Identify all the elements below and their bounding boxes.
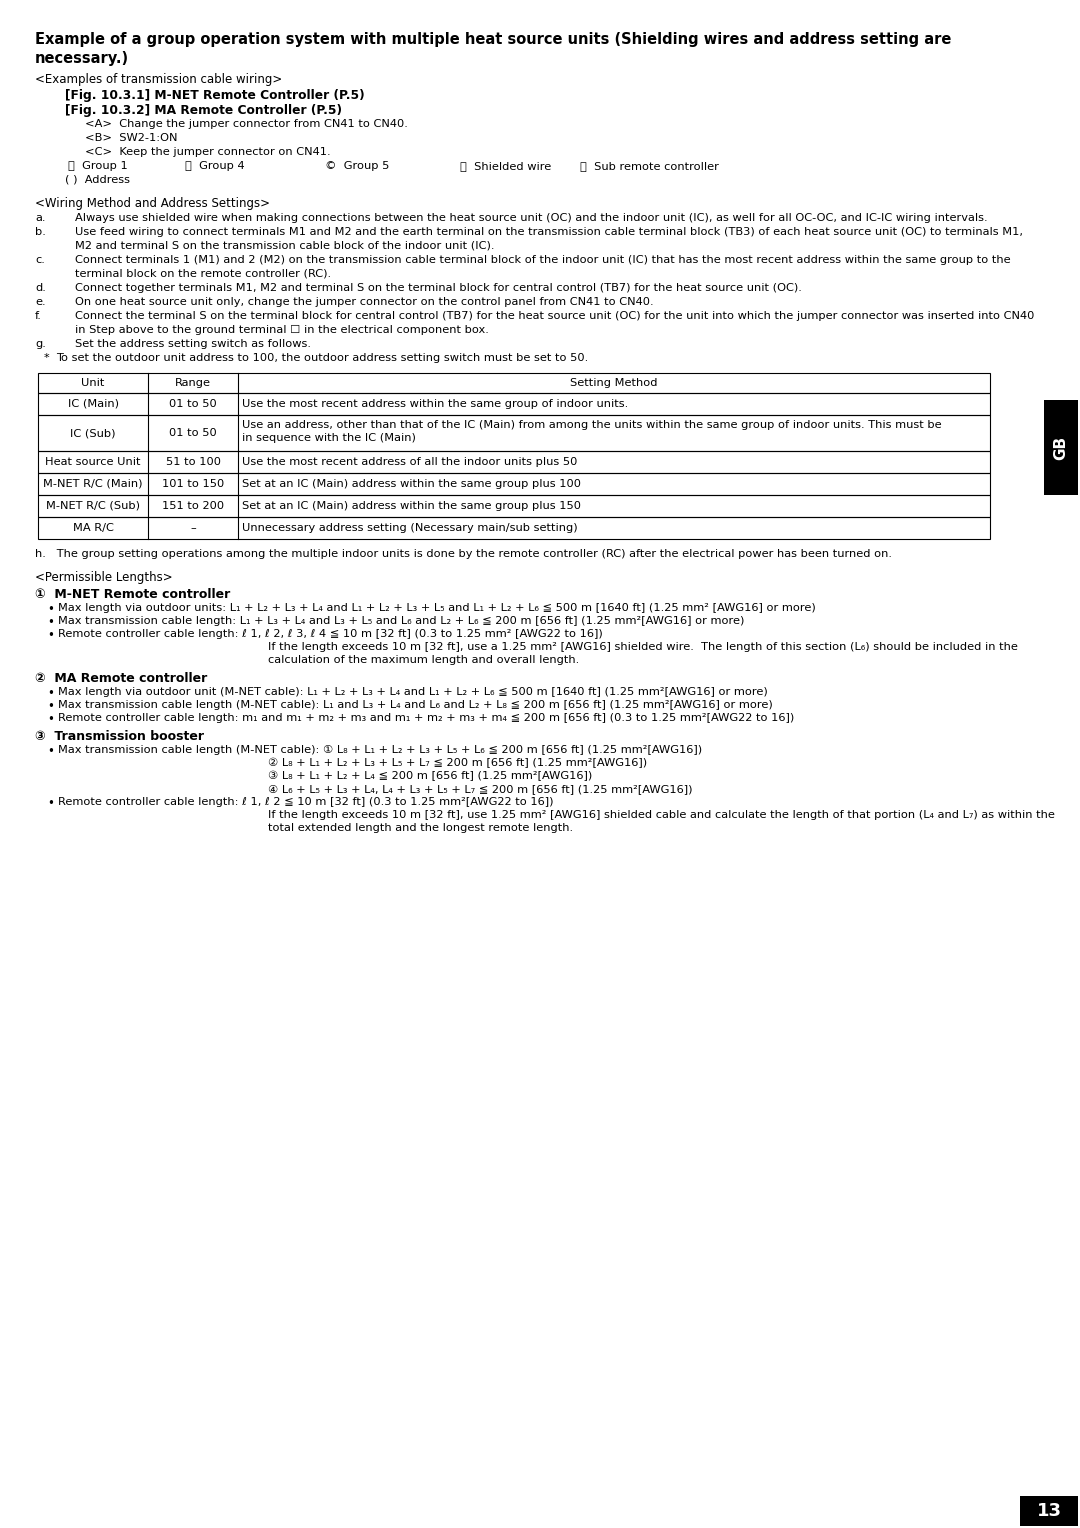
Text: •: •: [48, 604, 54, 616]
Text: •: •: [48, 714, 54, 726]
Text: Max length via outdoor unit (M-NET cable): L₁ + L₂ + L₃ + L₄ and L₁ + L₂ + L₆ ≦ : Max length via outdoor unit (M-NET cable…: [58, 688, 768, 697]
Text: ©  Group 5: © Group 5: [325, 160, 390, 171]
Text: in sequence with the IC (Main): in sequence with the IC (Main): [242, 432, 416, 443]
Text: –: –: [190, 523, 195, 533]
Text: ②  MA Remote controller: ② MA Remote controller: [35, 672, 207, 685]
Text: Set the address setting switch as follows.: Set the address setting switch as follow…: [75, 339, 311, 348]
Text: f.: f.: [35, 312, 42, 321]
Text: <C>  Keep the jumper connector on CN41.: <C> Keep the jumper connector on CN41.: [85, 147, 330, 157]
Text: Max transmission cable length (M-NET cable): L₁ and L₃ + L₄ and L₆ and L₂ + L₈ ≦: Max transmission cable length (M-NET cab…: [58, 700, 773, 711]
Text: Range: Range: [175, 377, 211, 388]
Text: 01 to 50: 01 to 50: [170, 428, 217, 439]
Text: calculation of the maximum length and overall length.: calculation of the maximum length and ov…: [268, 656, 579, 665]
Text: in Step above to the ground terminal ☐ in the electrical component box.: in Step above to the ground terminal ☐ i…: [75, 325, 489, 335]
Text: Heat source Unit: Heat source Unit: [45, 457, 140, 468]
Text: necessary.): necessary.): [35, 50, 130, 66]
Text: 01 to 50: 01 to 50: [170, 399, 217, 410]
Text: Use feed wiring to connect terminals M1 and M2 and the earth terminal on the tra: Use feed wiring to connect terminals M1 …: [75, 228, 1023, 237]
Text: •: •: [48, 616, 54, 630]
Text: [Fig. 10.3.1] M-NET Remote Controller (P.5): [Fig. 10.3.1] M-NET Remote Controller (P…: [65, 89, 365, 102]
Text: Use an address, other than that of the IC (Main) from among the units within the: Use an address, other than that of the I…: [242, 420, 942, 429]
Text: 13: 13: [1037, 1502, 1062, 1520]
Text: <Wiring Method and Address Settings>: <Wiring Method and Address Settings>: [35, 197, 270, 209]
Text: •: •: [48, 798, 54, 810]
Text: Connect terminals 1 (M1) and 2 (M2) on the transmission cable terminal block of : Connect terminals 1 (M1) and 2 (M2) on t…: [75, 255, 1011, 264]
Text: Set at an IC (Main) address within the same group plus 150: Set at an IC (Main) address within the s…: [242, 501, 581, 510]
Text: ④ L₆ + L₅ + L₃ + L₄, L₄ + L₃ + L₅ + L₇ ≦ 200 m [656 ft] (1.25 mm²[AWG16]): ④ L₆ + L₅ + L₃ + L₄, L₄ + L₃ + L₅ + L₇ ≦…: [268, 784, 692, 795]
Text: Set at an IC (Main) address within the same group plus 100: Set at an IC (Main) address within the s…: [242, 478, 581, 489]
Text: M-NET R/C (Sub): M-NET R/C (Sub): [46, 501, 140, 510]
Text: Connect the terminal S on the terminal block for central control (TB7) for the h: Connect the terminal S on the terminal b…: [75, 312, 1035, 321]
Bar: [1020, 1496, 1078, 1526]
Text: <Permissible Lengths>: <Permissible Lengths>: [35, 571, 173, 584]
Text: MA R/C: MA R/C: [72, 523, 113, 533]
Bar: [1044, 400, 1078, 495]
Text: Ⓑ  Group 4: Ⓑ Group 4: [185, 160, 245, 171]
Text: Remote controller cable length: m₁ and m₁ + m₂ + m₃ and m₁ + m₂ + m₃ + m₄ ≦ 200 : Remote controller cable length: m₁ and m…: [58, 714, 794, 723]
Text: ③  Transmission booster: ③ Transmission booster: [35, 730, 204, 743]
Text: Connect together terminals M1, M2 and terminal S on the terminal block for centr: Connect together terminals M1, M2 and te…: [75, 283, 801, 293]
Text: IC (Main): IC (Main): [67, 399, 119, 410]
Bar: [38, 416, 990, 451]
Text: ( )  Address: ( ) Address: [65, 176, 130, 185]
Text: M-NET R/C (Main): M-NET R/C (Main): [43, 478, 143, 489]
Text: 51 to 100: 51 to 100: [165, 457, 220, 468]
Text: To set the outdoor unit address to 100, the outdoor address setting switch must : To set the outdoor unit address to 100, …: [56, 353, 589, 364]
Text: Max transmission cable length (M-NET cable): ① L₈ + L₁ + L₂ + L₃ + L₅ + L₆ ≦ 200: Max transmission cable length (M-NET cab…: [58, 746, 702, 755]
Text: b.: b.: [35, 228, 45, 237]
Text: Example of a group operation system with multiple heat source units (Shielding w: Example of a group operation system with…: [35, 32, 951, 47]
Text: e.: e.: [35, 296, 45, 307]
Text: •: •: [48, 688, 54, 700]
Text: 101 to 150: 101 to 150: [162, 478, 225, 489]
Text: Use the most recent address of all the indoor units plus 50: Use the most recent address of all the i…: [242, 457, 578, 468]
Text: •: •: [48, 700, 54, 714]
Text: Remote controller cable length: ℓ 1, ℓ 2, ℓ 3, ℓ 4 ≦ 10 m [32 ft] (0.3 to 1.25 m: Remote controller cable length: ℓ 1, ℓ 2…: [58, 630, 603, 639]
Text: ③ L₈ + L₁ + L₂ + L₄ ≦ 200 m [656 ft] (1.25 mm²[AWG16]): ③ L₈ + L₁ + L₂ + L₄ ≦ 200 m [656 ft] (1.…: [268, 772, 592, 781]
Bar: [38, 474, 990, 495]
Text: Unnecessary address setting (Necessary main/sub setting): Unnecessary address setting (Necessary m…: [242, 523, 578, 533]
Text: 151 to 200: 151 to 200: [162, 501, 224, 510]
Text: ①  M-NET Remote controller: ① M-NET Remote controller: [35, 588, 230, 601]
Text: *: *: [44, 353, 50, 364]
Text: Use the most recent address within the same group of indoor units.: Use the most recent address within the s…: [242, 399, 629, 410]
Text: terminal block on the remote controller (RC).: terminal block on the remote controller …: [75, 269, 332, 280]
Text: If the length exceeds 10 m [32 ft], use a 1.25 mm² [AWG16] shielded wire.  The l: If the length exceeds 10 m [32 ft], use …: [268, 642, 1017, 652]
Text: ② L₈ + L₁ + L₂ + L₃ + L₅ + L₇ ≦ 200 m [656 ft] (1.25 mm²[AWG16]): ② L₈ + L₁ + L₂ + L₃ + L₅ + L₇ ≦ 200 m [6…: [268, 758, 647, 769]
Text: Remote controller cable length: ℓ 1, ℓ 2 ≦ 10 m [32 ft] (0.3 to 1.25 mm²[AWG22 t: Remote controller cable length: ℓ 1, ℓ 2…: [58, 798, 554, 807]
Text: Unit: Unit: [81, 377, 105, 388]
Bar: [38, 451, 990, 474]
Text: d.: d.: [35, 283, 45, 293]
Text: IC (Sub): IC (Sub): [70, 428, 116, 439]
Bar: [38, 516, 990, 539]
Text: <B>  SW2-1:ON: <B> SW2-1:ON: [85, 133, 177, 144]
Text: [Fig. 10.3.2] MA Remote Controller (P.5): [Fig. 10.3.2] MA Remote Controller (P.5): [65, 104, 342, 118]
Text: GB: GB: [1053, 435, 1068, 460]
Bar: [38, 373, 990, 393]
Text: ⓓ  Shielded wire: ⓓ Shielded wire: [460, 160, 551, 171]
Text: Max transmission cable length: L₁ + L₃ + L₄ and L₃ + L₅ and L₆ and L₂ + L₆ ≦ 200: Max transmission cable length: L₁ + L₃ +…: [58, 616, 744, 626]
Text: total extended length and the longest remote length.: total extended length and the longest re…: [268, 824, 573, 833]
Text: Always use shielded wire when making connections between the heat source unit (O: Always use shielded wire when making con…: [75, 212, 987, 223]
Text: M2 and terminal S on the transmission cable block of the indoor unit (IC).: M2 and terminal S on the transmission ca…: [75, 241, 495, 251]
Bar: [38, 393, 990, 416]
Bar: [38, 495, 990, 516]
Text: Ⓐ  Group 1: Ⓐ Group 1: [68, 160, 127, 171]
Text: ⓔ  Sub remote controller: ⓔ Sub remote controller: [580, 160, 719, 171]
Text: <A>  Change the jumper connector from CN41 to CN40.: <A> Change the jumper connector from CN4…: [85, 119, 408, 128]
Text: •: •: [48, 746, 54, 758]
Text: g.: g.: [35, 339, 45, 348]
Text: Max length via outdoor units: L₁ + L₂ + L₃ + L₄ and L₁ + L₂ + L₃ + L₅ and L₁ + L: Max length via outdoor units: L₁ + L₂ + …: [58, 604, 815, 613]
Text: c.: c.: [35, 255, 45, 264]
Text: On one heat source unit only, change the jumper connector on the control panel f: On one heat source unit only, change the…: [75, 296, 653, 307]
Text: h.   The group setting operations among the multiple indoor units is done by the: h. The group setting operations among th…: [35, 549, 892, 559]
Text: <Examples of transmission cable wiring>: <Examples of transmission cable wiring>: [35, 73, 282, 86]
Text: Setting Method: Setting Method: [570, 377, 658, 388]
Text: If the length exceeds 10 m [32 ft], use 1.25 mm² [AWG16] shielded cable and calc: If the length exceeds 10 m [32 ft], use …: [268, 810, 1055, 821]
Text: a.: a.: [35, 212, 45, 223]
Text: •: •: [48, 630, 54, 642]
